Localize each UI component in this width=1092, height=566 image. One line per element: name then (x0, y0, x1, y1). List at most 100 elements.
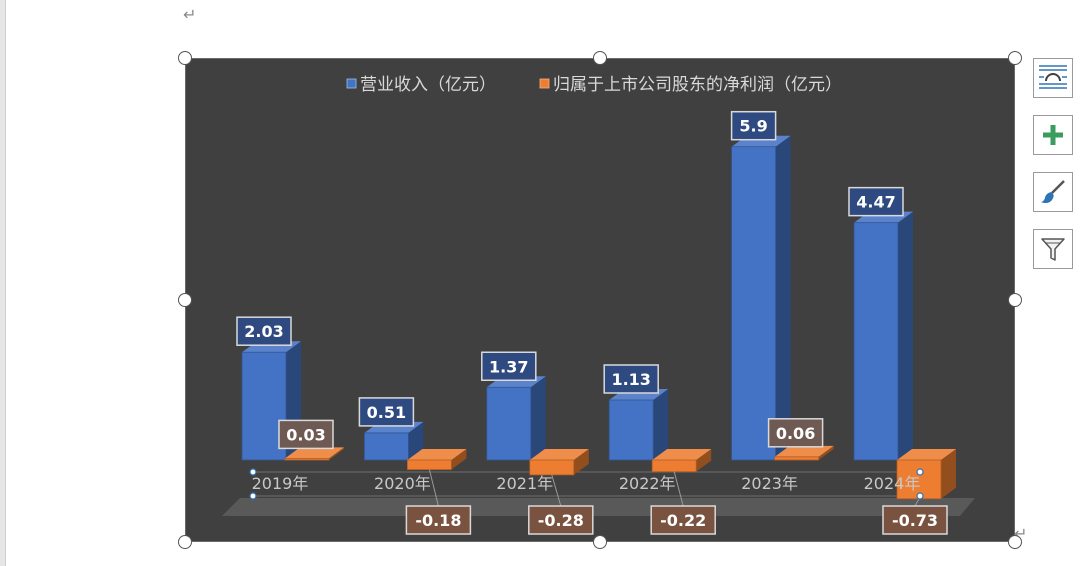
profit-bar-2020年-top (407, 449, 467, 460)
brush-icon (1041, 180, 1065, 204)
revenue-bar-2021年 (486, 376, 546, 461)
x-tick-label-2023年: 2023年 (741, 474, 798, 493)
axis-selection-marker-3 (916, 492, 924, 500)
profit-bar-2024年 (896, 449, 956, 500)
profit-label-2020年: -0.18 (405, 505, 472, 535)
profit-leader-2022年 (673, 471, 684, 507)
profit-leader-2024年 (914, 498, 920, 507)
revenue-bar-2023年 (731, 135, 791, 461)
axis-selection-marker-1 (249, 492, 257, 500)
revenue-bar-2021年-front (486, 386, 532, 461)
legend-swatch-profit (539, 78, 550, 89)
revenue-bar-2021年-side (530, 376, 546, 460)
x-tick-label-2021年: 2021年 (496, 474, 553, 493)
revenue-bar-2023年-front (731, 146, 776, 461)
x-tick-label-2024年: 2024年 (864, 474, 921, 493)
revenue-label-2024年-box (848, 186, 904, 217)
x-tick-label-2022年: 2022年 (619, 474, 676, 493)
profit-bar-2019年-front (284, 458, 330, 461)
profit-label-2024年-text: -0.73 (892, 511, 938, 530)
chart-filters-button[interactable] (1033, 229, 1073, 269)
revenue-label-2020年: 0.51 (358, 397, 415, 427)
layout-options-icon (1039, 65, 1067, 89)
revenue-bar-2022年-side (653, 388, 669, 460)
profit-label-2020年-box (405, 505, 472, 535)
revenue-bar-2023年-side (775, 135, 791, 460)
legend-label-profit: 归属于上市公司股东的净利润（亿元） (553, 75, 842, 95)
profit-bar-2024年-top (897, 449, 956, 460)
profit-bar-2024年-front (896, 459, 942, 500)
revenue-label-2019年: 2.03 (236, 316, 292, 346)
layout-options-button[interactable] (1033, 58, 1073, 98)
profit-bar-2023年-front (774, 456, 819, 461)
revenue-label-2024年: 4.47 (848, 186, 904, 217)
revenue-label-2020年-box (358, 397, 415, 427)
profit-bar-2020年-front (406, 459, 452, 470)
profit-leader-2020年 (428, 469, 439, 507)
profit-bar-2020年 (406, 449, 467, 470)
profit-label-2021年-text: -0.28 (538, 511, 584, 530)
profit-label-2022年: -0.22 (650, 505, 716, 535)
chart-styles-button[interactable] (1033, 172, 1073, 212)
axis-selection-marker-2 (916, 468, 924, 476)
revenue-bar-2024年-front (853, 222, 899, 461)
profit-bar-2022年-top (652, 449, 712, 460)
profit-label-2019年: 0.03 (278, 419, 334, 450)
chart-floor (222, 498, 975, 516)
resize-handle-top[interactable] (593, 51, 607, 65)
profit-label-2020年-text: -0.18 (415, 511, 461, 530)
x-tick-label-2019年: 2019年 (252, 474, 309, 493)
profit-bar-2023年 (774, 445, 834, 461)
revenue-label-2022年-text: 1.13 (611, 370, 650, 389)
resize-handle-bottom-left[interactable] (178, 535, 192, 549)
profit-label-2019年-box (278, 419, 334, 450)
resize-handle-right[interactable] (1008, 293, 1022, 307)
profit-label-2023年-text: 0.06 (776, 424, 815, 443)
resize-handle-top-left[interactable] (178, 51, 192, 65)
revenue-label-2022年: 1.13 (603, 364, 659, 394)
revenue-label-2020年-text: 0.51 (367, 403, 406, 422)
revenue-label-2021年: 1.37 (481, 351, 537, 382)
revenue-bar-2024年-side (898, 211, 913, 460)
profit-label-2021年: -0.28 (528, 505, 594, 535)
profit-bar-2022年-front (651, 459, 697, 473)
profit-bar-2020年-side (451, 449, 467, 470)
revenue-label-2019年-box (236, 316, 292, 346)
profit-label-2022年-box (650, 505, 716, 535)
revenue-bar-2020年-front (363, 432, 409, 461)
revenue-label-2023年-text: 5.9 (739, 117, 767, 136)
revenue-label-2019年-text: 2.03 (244, 322, 283, 341)
profit-bar-2024年-side (941, 449, 956, 499)
profit-bar-2019年-side (329, 447, 344, 460)
filter-icon (1041, 238, 1065, 261)
legend-swatch-revenue (346, 78, 357, 89)
profit-label-2024年: -0.73 (882, 505, 948, 535)
resize-handle-bottom[interactable] (593, 535, 607, 549)
profit-bar-2021年-front (529, 459, 575, 476)
revenue-label-2022年-box (603, 364, 659, 394)
legend[interactable]: 营业收入（亿元） 归属于上市公司股东的净利润（亿元） (346, 75, 842, 95)
profit-label-2021年-box (528, 505, 594, 535)
resize-handle-top-right[interactable] (1008, 51, 1022, 65)
profit-bar-2023年-side (818, 445, 834, 460)
axis-selection-marker-0 (249, 468, 257, 476)
revenue-label-2023年-box (730, 110, 777, 141)
revenue-bar-2022年-front (608, 399, 654, 461)
resize-handle-bottom-right[interactable] (1008, 535, 1022, 549)
profit-leader-2021年 (551, 474, 562, 507)
resize-handle-left[interactable] (178, 293, 192, 307)
profit-bar-2019年-top (285, 447, 344, 459)
profit-label-2019年-text: 0.03 (286, 425, 325, 444)
x-tick-label-2020年: 2020年 (374, 474, 431, 493)
page-edge (0, 0, 6, 566)
revenue-bar-2020年 (363, 421, 424, 461)
profit-bar-2023年-top (774, 445, 834, 457)
profit-label-2023年: 0.06 (767, 418, 824, 448)
profit-label-2023年-box (767, 418, 824, 448)
profit-bar-2021年-side (573, 449, 589, 475)
legend-label-revenue: 营业收入（亿元） (360, 75, 496, 95)
chart-elements-button[interactable] (1033, 115, 1073, 155)
plus-icon (1043, 125, 1063, 145)
profit-label-2022年-text: -0.22 (660, 511, 706, 530)
